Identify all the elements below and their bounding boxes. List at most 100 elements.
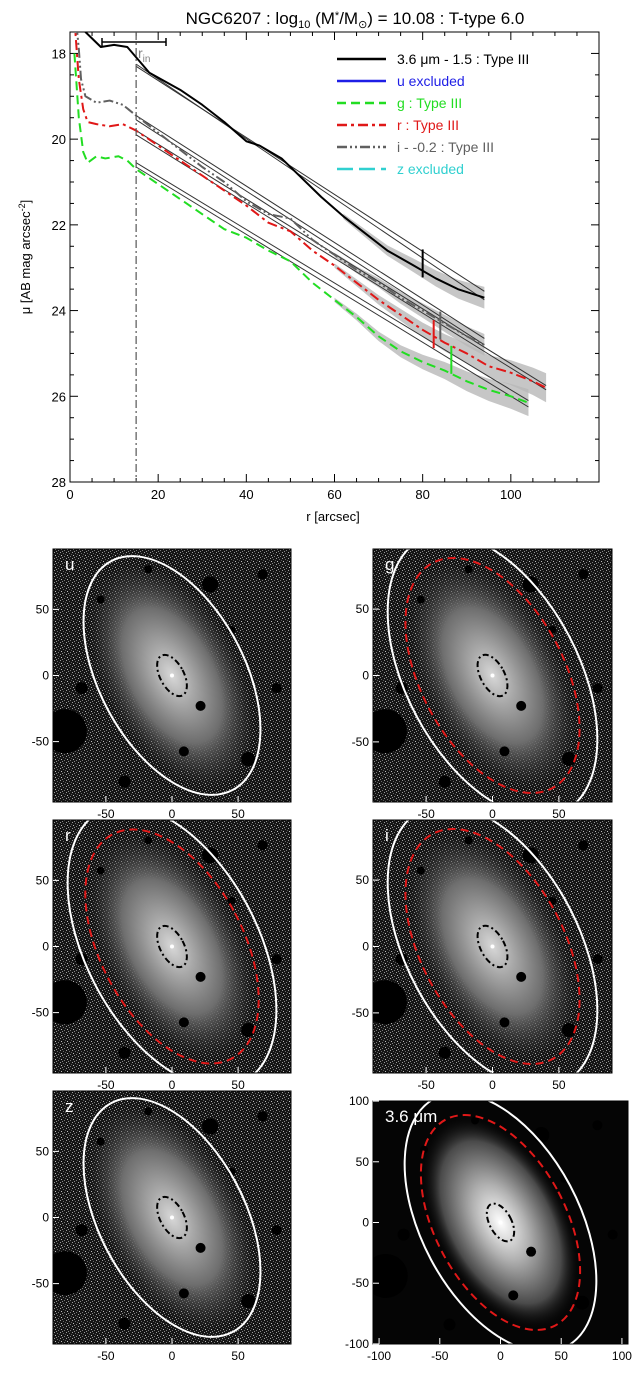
star-mask	[416, 866, 425, 875]
y-tick-label: 18	[52, 46, 66, 61]
fit-line	[135, 130, 547, 386]
star-mask	[195, 700, 206, 711]
star-mask	[499, 1017, 510, 1028]
star-mask	[438, 775, 451, 788]
image-panel: 3.6 μm -100 -50 0 50 100 100 50 0 -50 -100	[345, 1094, 632, 1363]
image-panel: z -50 0 50 50 0 -50	[32, 1090, 292, 1363]
fit-line	[135, 162, 529, 401]
star-mask	[195, 971, 206, 982]
star-mask	[53, 980, 87, 1025]
panel-band-label: r	[65, 826, 71, 845]
star-mask	[464, 836, 473, 845]
star-mask	[75, 1224, 88, 1237]
panel-x-tick-label: 0	[497, 1349, 504, 1363]
panel-y-tick-label: 0	[362, 669, 369, 683]
inner-ellipse	[485, 1202, 516, 1243]
star-mask	[592, 1120, 603, 1131]
series-line	[84, 32, 485, 299]
inner-ellipse	[156, 653, 188, 698]
x-tick-label: 80	[415, 487, 429, 502]
x-axis-label: r [arcsec]	[306, 509, 359, 524]
star-mask	[202, 576, 219, 593]
star-mask	[416, 595, 425, 604]
y-tick-label: 28	[52, 475, 66, 490]
star-mask	[195, 1242, 206, 1253]
break-ellipse	[404, 557, 581, 794]
rin-marker: rin	[101, 38, 167, 65]
panel-band-label: 3.6 μm	[385, 1107, 437, 1126]
star-mask	[257, 569, 268, 580]
legend-label: 3.6 μm - 1.5 : Type III	[397, 51, 529, 67]
series-line	[73, 53, 529, 404]
star-mask	[522, 576, 539, 593]
star-mask	[202, 847, 219, 864]
star-mask	[438, 1046, 451, 1059]
panel-x-tick-label: 50	[231, 807, 245, 821]
star-mask	[144, 836, 153, 845]
outer-ellipse	[66, 820, 278, 1073]
panel-x-tick-label: 0	[489, 1078, 496, 1092]
legend-label: r : Type III	[397, 117, 459, 133]
panel-x-tick-label: -50	[431, 1349, 449, 1363]
panel-x-tick-label: 50	[552, 1078, 566, 1092]
star-mask	[271, 683, 282, 694]
panel-x-tick-label: -100	[367, 1349, 391, 1363]
panel-y-tick-label: 50	[36, 602, 50, 616]
panel-x-tick-label: 50	[552, 807, 566, 821]
star-mask	[241, 751, 256, 766]
star-mask	[241, 1022, 256, 1037]
series-line	[76, 32, 485, 346]
legend-label: g : Type III	[397, 95, 462, 111]
star-mask	[118, 1046, 131, 1059]
y-tick-label: 22	[52, 218, 66, 233]
image-panel: g -50 0 50 50 0 -50	[352, 548, 613, 821]
star-mask	[443, 1318, 456, 1331]
panel-band-label: u	[65, 555, 74, 574]
galaxy-nucleus	[498, 1220, 503, 1225]
panel-y-tick-label: 0	[42, 1211, 49, 1225]
outer-ellipse	[386, 549, 599, 802]
panel-y-tick-label: 50	[356, 602, 370, 616]
star-mask	[257, 840, 268, 851]
star-mask	[526, 1246, 537, 1257]
x-tick-label: 100	[500, 487, 522, 502]
panel-y-tick-label: 50	[356, 873, 370, 887]
galaxy-nucleus	[170, 673, 174, 678]
panel-x-tick-label: -50	[97, 807, 115, 821]
star-mask	[257, 1111, 268, 1122]
galaxy-nucleus	[170, 1215, 174, 1220]
panel-x-tick-label: -50	[417, 1078, 435, 1092]
outer-ellipse	[82, 1097, 262, 1338]
star-mask	[178, 1017, 189, 1028]
star-mask	[144, 1107, 153, 1116]
fit-line	[135, 115, 485, 339]
inner-ellipse	[476, 653, 509, 698]
fit-line	[135, 119, 485, 346]
x-tick-label: 20	[151, 487, 165, 502]
panel-x-tick-label: 100	[612, 1349, 632, 1363]
panel-y-tick-label: 0	[362, 1216, 369, 1230]
y-axis: 18 20 22 24 26 28	[52, 46, 599, 490]
y-tick-label: 20	[52, 132, 66, 147]
panel-y-tick-label: 50	[356, 1155, 370, 1169]
panel-x-tick-label: 0	[169, 1349, 176, 1363]
panel-y-tick-label: 0	[42, 940, 49, 954]
figure-title: NGC6207 : log10 (M*/M⊙) = 10.08 : T-type…	[186, 9, 525, 31]
star-mask	[561, 751, 576, 766]
star-mask	[575, 1295, 590, 1310]
star-mask	[53, 709, 87, 754]
x-tick-label: 40	[239, 487, 253, 502]
inner-ellipse	[156, 1195, 188, 1240]
star-mask	[578, 569, 589, 580]
image-panel: u -50 0 50 50 0 -50	[32, 548, 292, 821]
legend-label: u excluded	[397, 73, 465, 89]
star-mask	[592, 683, 603, 694]
star-mask	[96, 866, 105, 875]
star-mask	[516, 971, 527, 982]
star-mask	[271, 1225, 282, 1236]
star-mask	[464, 565, 473, 574]
y-axis-label: μ [AB mag arcsec-2]	[17, 200, 33, 315]
image-panel: r -50 0 50 50 0 -50	[32, 819, 292, 1092]
panel-x-tick-label: 50	[555, 1349, 569, 1363]
star-mask	[178, 746, 189, 757]
